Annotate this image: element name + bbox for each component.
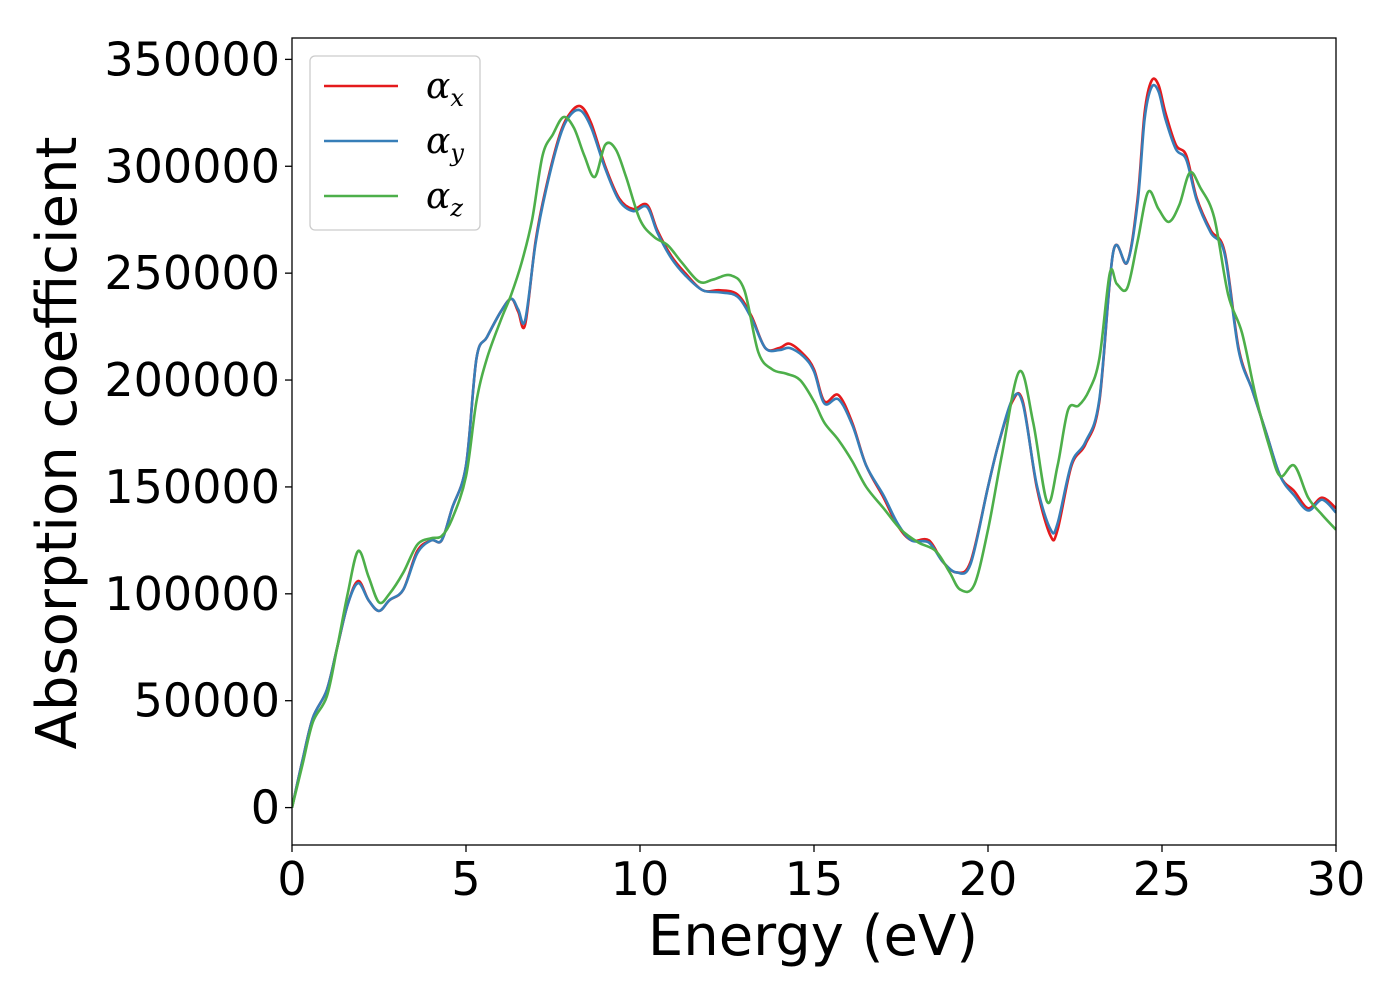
legend-label-y: αy — [426, 121, 464, 167]
y-tick-label: 200000 — [104, 353, 280, 407]
series-line-z — [292, 115, 1336, 808]
x-tick-label: 0 — [277, 852, 306, 906]
x-tick-label: 30 — [1307, 852, 1366, 906]
series-line-y — [292, 83, 1336, 808]
series-lines — [292, 77, 1336, 808]
x-tick-label: 15 — [785, 852, 844, 906]
y-tick-label: 100000 — [104, 567, 280, 621]
x-tick-label: 5 — [451, 852, 480, 906]
y-tick-label: 300000 — [104, 139, 280, 193]
x-tick-label: 20 — [959, 852, 1018, 906]
x-axis: 0 5 10 15 20 25 30 — [277, 845, 1365, 906]
y-tick-label: 150000 — [104, 460, 280, 514]
y-tick-label: 350000 — [104, 32, 280, 86]
y-tick-label: 250000 — [104, 246, 280, 300]
y-tick-label: 0 — [251, 781, 280, 835]
x-tick-label: 10 — [611, 852, 670, 906]
y-axis: 0 50000 100000 150000 200000 250000 300000 3500… — [104, 32, 292, 835]
legend-label-x: αx — [426, 66, 464, 112]
x-tick-label: 25 — [1133, 852, 1192, 906]
legend-label-z: αz — [426, 176, 463, 222]
y-axis-label: Absorption coefficient — [25, 137, 90, 750]
legend-box — [309, 55, 481, 231]
x-axis-label: Energy (eV) — [648, 904, 978, 969]
y-tick-label: 50000 — [134, 674, 280, 728]
legend: αx αy αz — [309, 55, 481, 231]
